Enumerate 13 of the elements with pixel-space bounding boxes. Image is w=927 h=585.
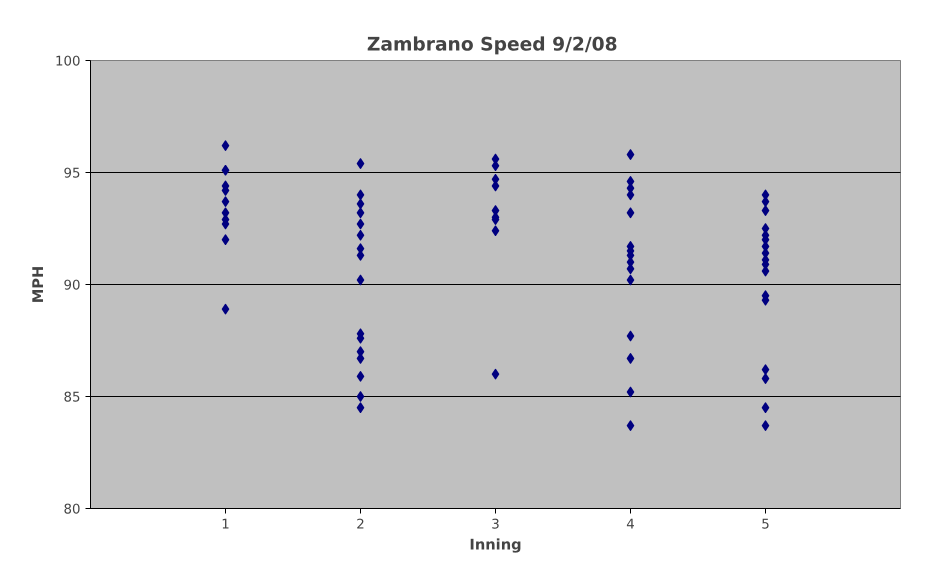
x-tick-label: 4 (626, 518, 635, 532)
y-tick-label: 80 (64, 502, 81, 518)
y-tick-label: 90 (64, 278, 81, 294)
x-axis-title: Inning (469, 536, 522, 554)
y-tick-label: 85 (64, 390, 81, 406)
x-tick-label: 2 (356, 518, 365, 532)
y-tick-label: 100 (55, 54, 81, 70)
x-tick-label: 3 (491, 518, 500, 532)
x-tick-label: 1 (221, 518, 230, 532)
y-tick-label: 95 (64, 166, 81, 182)
chart-title: Zambrano Speed 9/2/08 (366, 34, 618, 56)
x-tick-label: 5 (761, 518, 770, 532)
y-axis-title: MPH (30, 266, 48, 304)
